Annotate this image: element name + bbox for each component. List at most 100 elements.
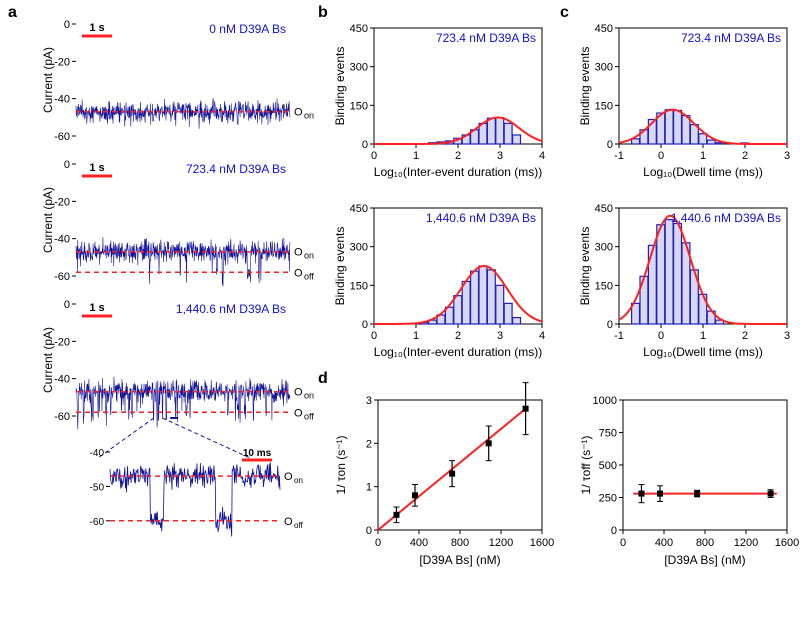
svg-text:1: 1 <box>700 330 706 342</box>
svg-text:3: 3 <box>366 395 372 407</box>
svg-text:Current (pA): Current (pA) <box>41 47 55 113</box>
svg-text:Current (pA): Current (pA) <box>41 327 55 393</box>
svg-text:723.4 nM D39A Bs: 723.4 nM D39A Bs <box>186 162 286 176</box>
svg-text:on: on <box>304 391 314 401</box>
svg-text:Log₁₀(Dwell time (ms)): Log₁₀(Dwell time (ms)) <box>643 165 763 179</box>
panel-a-zoom: -40-50-60OonOoff10 ms <box>80 450 280 540</box>
svg-text:0: 0 <box>362 319 368 331</box>
panel-c-hist-1: 0150300450-10123Log₁₀(Dwell time (ms))Bi… <box>575 200 795 360</box>
panel-label-d: d <box>318 370 328 388</box>
svg-text:0: 0 <box>64 299 70 311</box>
svg-text:723.4 nM D39A Bs: 723.4 nM D39A Bs <box>436 31 536 45</box>
svg-text:300: 300 <box>595 242 613 254</box>
svg-text:-1: -1 <box>614 330 624 342</box>
svg-text:0: 0 <box>375 537 381 549</box>
svg-text:4: 4 <box>539 330 545 342</box>
svg-text:2: 2 <box>742 150 748 162</box>
svg-text:off: off <box>304 271 314 281</box>
svg-text:-20: -20 <box>54 196 70 208</box>
svg-text:3: 3 <box>497 330 503 342</box>
svg-text:150: 150 <box>350 280 368 292</box>
svg-text:1/ τon (s⁻¹): 1/ τon (s⁻¹) <box>334 435 348 494</box>
svg-text:1,440.6 nM D39A Bs: 1,440.6 nM D39A Bs <box>176 302 286 316</box>
svg-text:0: 0 <box>658 330 664 342</box>
panel-a-trace-2: 0-20-40-60Current (pA)OonOoff1 s1,440.6 … <box>40 300 290 420</box>
svg-text:0: 0 <box>371 150 377 162</box>
svg-text:150: 150 <box>350 100 368 112</box>
svg-text:off: off <box>304 411 314 421</box>
svg-text:0 nM D39A Bs: 0 nM D39A Bs <box>209 22 286 36</box>
figure-root: a b c d 0 -20 -40 -60 Current (pA) Oon 1 s 0 nM… <box>0 0 800 630</box>
svg-text:1000: 1000 <box>593 395 617 407</box>
svg-text:0: 0 <box>607 139 613 151</box>
svg-text:-50: -50 <box>90 482 105 493</box>
svg-text:450: 450 <box>350 23 368 35</box>
panel-d-right: 04008001200160002505007501000[D39A Bs] (… <box>575 390 795 570</box>
svg-text:1: 1 <box>413 150 419 162</box>
panel-label-a: a <box>8 4 17 22</box>
svg-text:150: 150 <box>595 280 613 292</box>
svg-text:-40: -40 <box>90 448 105 459</box>
svg-text:1: 1 <box>700 150 706 162</box>
svg-text:3: 3 <box>784 150 790 162</box>
svg-text:Log₁₀(Inter-event duration (ms: Log₁₀(Inter-event duration (ms)) <box>374 345 542 359</box>
svg-text:-20: -20 <box>54 56 70 68</box>
svg-text:-40: -40 <box>54 94 70 106</box>
svg-text:Log₁₀(Dwell time (ms)): Log₁₀(Dwell time (ms)) <box>643 345 763 359</box>
svg-text:0: 0 <box>611 525 617 537</box>
svg-text:250: 250 <box>599 493 617 505</box>
panel-b-hist-1: 015030045001234Log₁₀(Inter-event duratio… <box>330 200 550 360</box>
svg-text:Current (pA): Current (pA) <box>41 187 55 253</box>
svg-text:O: O <box>284 471 293 483</box>
svg-text:-60: -60 <box>54 131 70 143</box>
svg-text:[D39A Bs] (nM): [D39A Bs] (nM) <box>664 553 745 567</box>
svg-text:-40: -40 <box>54 374 70 386</box>
svg-text:0: 0 <box>64 159 70 171</box>
svg-text:[D39A Bs] (nM): [D39A Bs] (nM) <box>419 553 500 567</box>
svg-text:-40: -40 <box>54 234 70 246</box>
svg-text:800: 800 <box>696 537 714 549</box>
svg-text:-20: -20 <box>54 336 70 348</box>
svg-text:0: 0 <box>620 537 626 549</box>
svg-text:on: on <box>304 111 314 121</box>
svg-text:450: 450 <box>595 203 613 215</box>
svg-text:Binding events: Binding events <box>333 227 347 306</box>
svg-text:2: 2 <box>455 330 461 342</box>
svg-text:1 s: 1 s <box>89 162 104 174</box>
svg-text:O: O <box>294 407 303 419</box>
svg-text:O: O <box>294 267 303 279</box>
svg-text:1,440.6 nM D39A Bs: 1,440.6 nM D39A Bs <box>671 211 781 225</box>
svg-text:Binding events: Binding events <box>578 47 592 126</box>
svg-text:0: 0 <box>366 525 372 537</box>
svg-text:300: 300 <box>350 242 368 254</box>
svg-text:-60: -60 <box>54 271 70 283</box>
svg-text:1: 1 <box>413 330 419 342</box>
svg-text:Binding events: Binding events <box>578 227 592 306</box>
svg-text:1,440.6 nM D39A Bs: 1,440.6 nM D39A Bs <box>426 211 536 225</box>
svg-text:0: 0 <box>371 330 377 342</box>
panel-label-b: b <box>318 4 328 22</box>
svg-text:off: off <box>294 521 304 530</box>
svg-text:300: 300 <box>595 62 613 74</box>
panel-b-hist-0: 015030045001234Log₁₀(Inter-event duratio… <box>330 20 550 180</box>
svg-text:O: O <box>284 516 293 528</box>
svg-text:1600: 1600 <box>530 537 554 549</box>
svg-text:3: 3 <box>784 330 790 342</box>
svg-text:4: 4 <box>539 150 545 162</box>
panel-label-c: c <box>560 4 569 22</box>
svg-text:O: O <box>294 247 303 259</box>
svg-text:-60: -60 <box>90 517 105 528</box>
panel-a-trace-0: 0-20-40-60Current (pA)Oon1 s0 nM D39A Bs <box>40 20 290 140</box>
panel-c-hist-0: 0150300450-10123Log₁₀(Dwell time (ms))Bi… <box>575 20 795 180</box>
svg-text:1200: 1200 <box>734 537 758 549</box>
svg-text:2: 2 <box>742 330 748 342</box>
svg-text:500: 500 <box>599 460 617 472</box>
svg-text:300: 300 <box>350 62 368 74</box>
svg-text:450: 450 <box>595 23 613 35</box>
svg-text:Log₁₀(Inter-event duration (ms: Log₁₀(Inter-event duration (ms)) <box>374 165 542 179</box>
svg-text:0: 0 <box>607 319 613 331</box>
svg-text:723.4 nM D39A Bs: 723.4 nM D39A Bs <box>681 31 781 45</box>
svg-text:3: 3 <box>497 150 503 162</box>
svg-text:10 ms: 10 ms <box>243 448 272 459</box>
svg-text:400: 400 <box>655 537 673 549</box>
